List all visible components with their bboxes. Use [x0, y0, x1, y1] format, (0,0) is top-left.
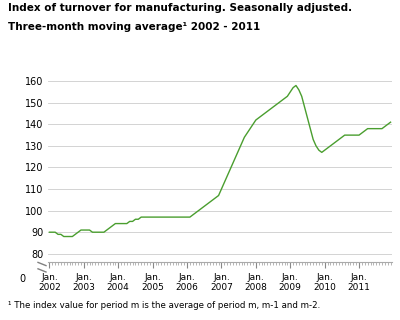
Text: Index of turnover for manufacturing. Seasonally adjusted.: Index of turnover for manufacturing. Sea… — [8, 3, 352, 13]
Text: 0: 0 — [20, 274, 26, 284]
Text: Three-month moving average¹ 2002 - 2011: Three-month moving average¹ 2002 - 2011 — [8, 22, 260, 32]
Text: ¹ The index value for period m is the average of period m, m-1 and m-2.: ¹ The index value for period m is the av… — [8, 301, 320, 310]
